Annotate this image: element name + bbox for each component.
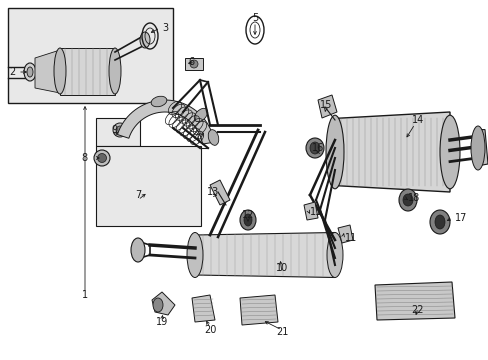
Ellipse shape: [24, 63, 36, 81]
Ellipse shape: [434, 215, 444, 229]
Text: 4: 4: [194, 133, 200, 143]
Polygon shape: [152, 292, 175, 315]
Ellipse shape: [190, 60, 198, 68]
Ellipse shape: [309, 142, 319, 154]
Ellipse shape: [113, 123, 127, 137]
Text: 21: 21: [275, 327, 287, 337]
Ellipse shape: [186, 233, 203, 278]
Ellipse shape: [240, 210, 256, 230]
Polygon shape: [334, 112, 449, 192]
Polygon shape: [60, 48, 115, 95]
Polygon shape: [192, 295, 215, 322]
Ellipse shape: [326, 233, 342, 278]
Text: 14: 14: [411, 115, 423, 125]
Ellipse shape: [402, 194, 412, 206]
Polygon shape: [195, 233, 334, 278]
Ellipse shape: [398, 189, 416, 211]
Bar: [96, 146, 201, 226]
Ellipse shape: [140, 32, 150, 48]
Text: 2: 2: [10, 67, 16, 77]
Polygon shape: [304, 202, 317, 220]
Text: 22: 22: [411, 305, 424, 315]
Polygon shape: [117, 100, 214, 144]
Ellipse shape: [194, 108, 207, 122]
Text: 1: 1: [82, 290, 88, 300]
Ellipse shape: [208, 130, 218, 145]
Text: 8: 8: [81, 153, 88, 163]
Text: 10: 10: [275, 263, 287, 273]
Text: 15: 15: [319, 100, 331, 110]
Ellipse shape: [27, 67, 33, 77]
Text: 19: 19: [156, 317, 168, 327]
Bar: [96, 118, 140, 146]
Text: 7: 7: [135, 190, 141, 200]
Ellipse shape: [439, 115, 459, 189]
Text: 6: 6: [187, 57, 194, 67]
Text: 18: 18: [407, 193, 419, 203]
Polygon shape: [337, 225, 352, 243]
Polygon shape: [209, 180, 229, 205]
Polygon shape: [240, 295, 278, 325]
Polygon shape: [474, 130, 487, 166]
Ellipse shape: [116, 126, 124, 134]
Text: 11: 11: [309, 207, 322, 217]
Ellipse shape: [97, 153, 106, 162]
Ellipse shape: [305, 138, 324, 158]
Ellipse shape: [131, 238, 145, 262]
Text: 11: 11: [345, 233, 357, 243]
Polygon shape: [35, 50, 60, 93]
Text: 3: 3: [162, 23, 168, 33]
Text: 20: 20: [203, 325, 216, 335]
Text: 13: 13: [206, 187, 219, 197]
Ellipse shape: [54, 48, 66, 94]
Bar: [184, 58, 203, 70]
Ellipse shape: [151, 96, 166, 107]
Ellipse shape: [325, 115, 343, 189]
Text: 9: 9: [111, 125, 117, 135]
Polygon shape: [317, 95, 336, 118]
Ellipse shape: [429, 210, 449, 234]
Ellipse shape: [94, 150, 110, 166]
Text: 5: 5: [251, 13, 258, 23]
Text: 17: 17: [454, 213, 467, 223]
Ellipse shape: [109, 48, 121, 94]
Text: 16: 16: [311, 143, 324, 153]
Ellipse shape: [244, 214, 251, 226]
Text: 12: 12: [242, 210, 254, 220]
Ellipse shape: [153, 298, 163, 312]
Bar: [8, 8, 173, 103]
Ellipse shape: [470, 126, 484, 170]
Polygon shape: [374, 282, 454, 320]
